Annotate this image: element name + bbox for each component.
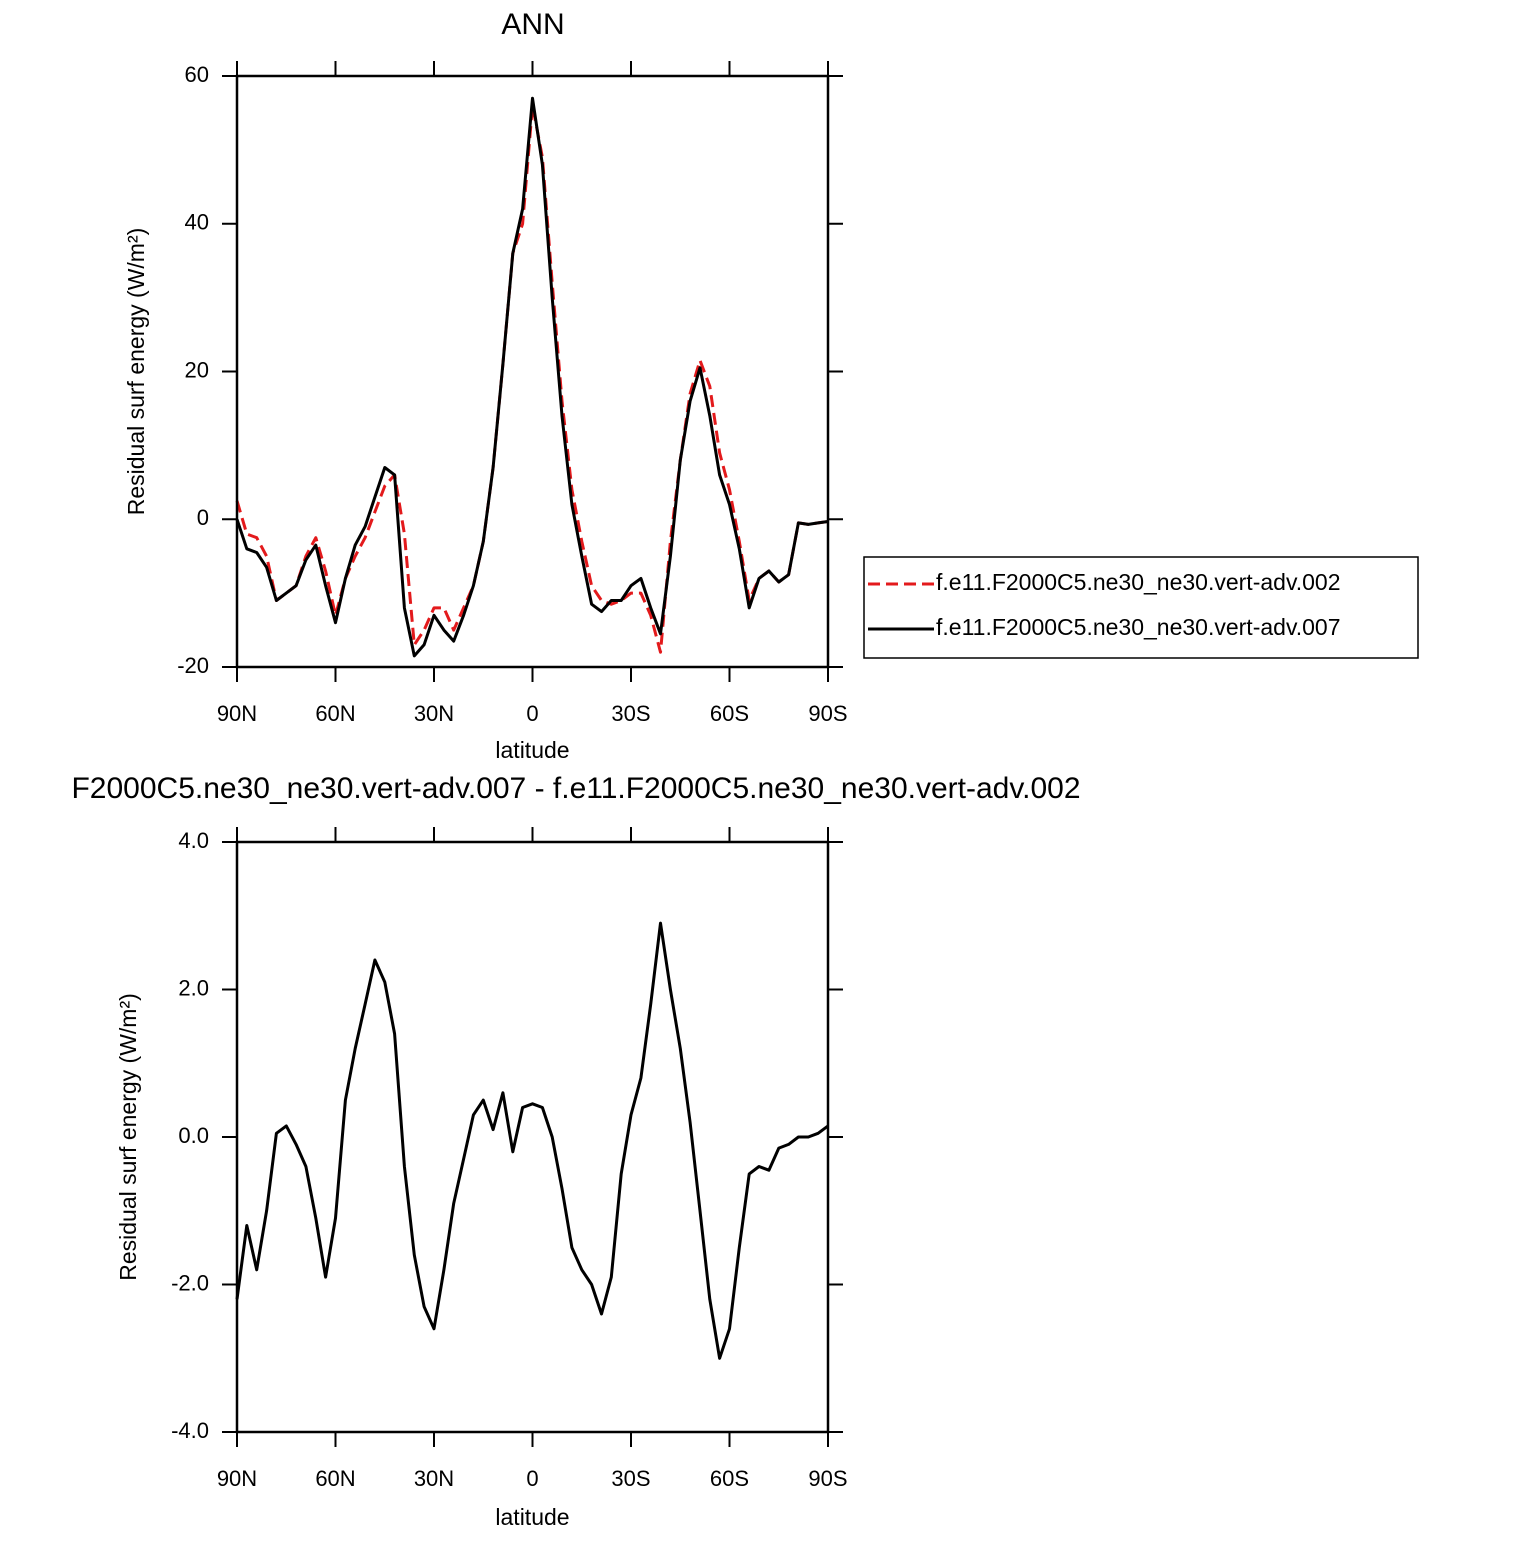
chart-title: ANN (501, 8, 564, 41)
data-line (235, 104, 829, 654)
plot-frame (235, 840, 830, 1434)
x-tick-label: 90S (808, 701, 847, 726)
y-tick-label: 2.0 (178, 975, 209, 1000)
x-tick-label: 90N (217, 701, 257, 726)
y-tick-label: 60 (185, 62, 209, 87)
x-tick-label: 30N (414, 701, 454, 726)
legend-box (863, 556, 1419, 659)
y-tick-label: 40 (185, 210, 209, 235)
chart-title: F2000C5.ne30_ne30.vert-adv.007 - f.e11.F… (71, 772, 1080, 805)
plot-frame (235, 74, 830, 669)
y-tick-label: 0 (197, 505, 209, 530)
x-tick-label: 90S (808, 1466, 847, 1491)
x-tick-label: 30N (414, 1466, 454, 1491)
x-tick-label: 30S (611, 1466, 650, 1491)
y-tick-label: -20 (177, 653, 209, 678)
x-tick-label: 90N (217, 1466, 257, 1491)
y-axis-label: Residual surf energy (W/m²) (115, 993, 141, 1281)
y-tick-label: 0.0 (178, 1123, 209, 1148)
y-tick-label: 4.0 (178, 828, 209, 853)
legend-label: f.e11.F2000C5.ne30_ne30.vert-adv.007 (936, 614, 1341, 640)
legend-label: f.e11.F2000C5.ne30_ne30.vert-adv.002 (936, 569, 1341, 595)
y-tick-label: -2.0 (171, 1270, 209, 1295)
y-tick-label: -4.0 (171, 1418, 209, 1443)
x-tick-label: 0 (526, 701, 538, 726)
x-tick-label: 60S (710, 701, 749, 726)
data-line (235, 921, 829, 1360)
x-tick-label: 30S (611, 701, 650, 726)
x-axis-label: latitude (495, 737, 569, 763)
x-tick-label: 60N (315, 1466, 355, 1491)
x-tick-label: 60N (315, 701, 355, 726)
x-tick-label: 60S (710, 1466, 749, 1491)
y-tick-label: 20 (185, 357, 209, 382)
x-axis-label: latitude (495, 1504, 569, 1530)
x-tick-label: 0 (526, 1466, 538, 1491)
data-line (235, 96, 829, 658)
y-axis-label: Residual surf energy (W/m²) (123, 228, 149, 516)
